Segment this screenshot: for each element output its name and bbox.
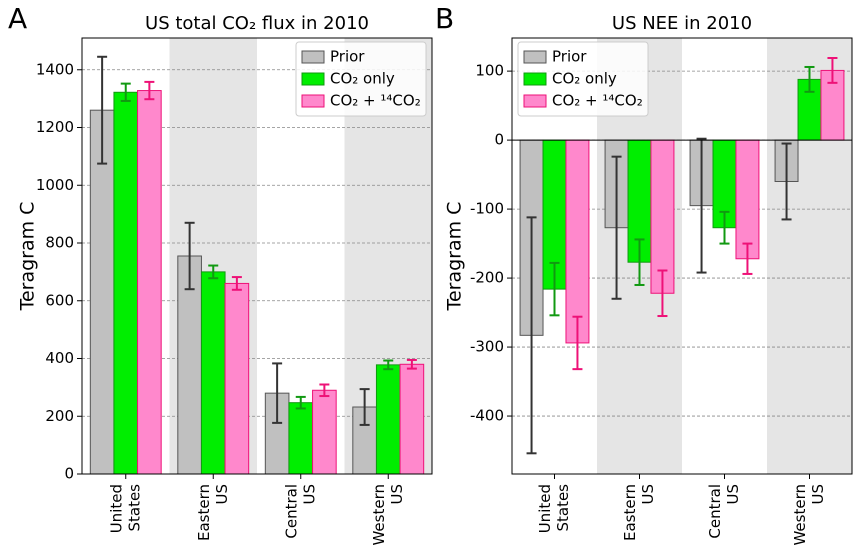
chart-title: US NEE in 2010 xyxy=(612,13,752,34)
error-bar xyxy=(549,261,560,317)
legend-label: CO₂ + ¹⁴CO₂ xyxy=(330,92,421,110)
y-tick-label: 1200 xyxy=(36,118,74,136)
chart-title: US total CO₂ flux in 2010 xyxy=(145,13,369,34)
x-tick-label: Western xyxy=(791,484,809,546)
error-bar xyxy=(526,216,537,455)
legend-box xyxy=(517,41,649,117)
y-tick-label: -300 xyxy=(470,338,504,356)
x-tick-label: States xyxy=(554,484,572,532)
y-tick-label: 0 xyxy=(64,465,74,483)
y-tick-label: 1400 xyxy=(36,60,74,78)
legend-swatch xyxy=(301,50,325,64)
x-tick-label: Eastern xyxy=(621,484,639,541)
legend-swatch xyxy=(523,72,547,86)
bar xyxy=(399,363,425,475)
x-tick-label: Central xyxy=(706,484,724,539)
x-tick-label: US xyxy=(639,484,657,505)
x-tick-label: US xyxy=(809,484,827,505)
bar xyxy=(565,139,590,344)
error-bar xyxy=(804,65,815,93)
y-tick-label: -200 xyxy=(470,269,504,287)
error-bar xyxy=(827,57,838,84)
axes-frame xyxy=(81,37,433,475)
panel-label: A xyxy=(8,2,27,35)
legend-swatch xyxy=(301,72,325,86)
x-tick-label: Eastern xyxy=(195,484,213,541)
error-bar xyxy=(184,221,195,291)
error-bar xyxy=(231,276,242,291)
x-tick-label: United xyxy=(536,484,554,533)
error-bar xyxy=(208,264,219,280)
error-bar xyxy=(144,80,155,101)
x-tick-label: US xyxy=(213,484,231,505)
legend-label: CO₂ only xyxy=(552,70,617,88)
error-bar xyxy=(359,388,370,426)
x-tick-label: United xyxy=(107,484,125,533)
error-bar xyxy=(319,383,330,398)
legend-swatch xyxy=(523,50,547,64)
bar xyxy=(375,364,401,475)
x-tick-label: Central xyxy=(282,484,300,539)
y-tick-label: 0 xyxy=(494,131,504,149)
error-bar xyxy=(272,362,283,424)
legend-label: CO₂ + ¹⁴CO₂ xyxy=(552,92,643,110)
error-bar xyxy=(572,315,583,371)
x-tick-label: Western xyxy=(370,484,388,546)
x-tick-label: States xyxy=(125,484,143,532)
error-bar xyxy=(611,155,622,300)
bar xyxy=(288,402,314,475)
legend-label: Prior xyxy=(552,48,587,66)
y-tick-label: 1000 xyxy=(36,176,74,194)
error-bar xyxy=(781,142,792,221)
x-tick-label: US xyxy=(300,484,318,505)
legend-swatch xyxy=(301,94,325,108)
panel-label: B xyxy=(435,2,454,35)
y-tick-label: -100 xyxy=(470,200,504,218)
y-tick-label: 600 xyxy=(45,291,74,309)
bar xyxy=(89,109,115,475)
y-tick-label: -400 xyxy=(470,407,504,425)
y-axis-label: Teragram C xyxy=(17,202,39,312)
bar xyxy=(137,90,162,475)
legend-label: CO₂ only xyxy=(330,70,395,88)
y-tick-label: 400 xyxy=(45,349,74,367)
axes-frame xyxy=(511,37,853,475)
error-bar xyxy=(742,242,753,275)
legend-box xyxy=(295,41,427,117)
y-axis-label: Teragram C xyxy=(444,202,466,312)
bar xyxy=(113,91,139,475)
bar xyxy=(312,389,337,475)
bar xyxy=(224,282,250,475)
y-tick-label: 100 xyxy=(475,62,504,80)
error-bar xyxy=(120,82,131,102)
error-bar xyxy=(634,238,645,286)
legend-swatch xyxy=(523,94,547,108)
error-bar xyxy=(295,395,306,410)
error-bar xyxy=(383,359,394,371)
y-tick-label: 200 xyxy=(45,407,74,425)
x-tick-label: US xyxy=(388,484,406,505)
error-bar xyxy=(696,137,707,274)
error-bar xyxy=(406,358,417,370)
error-bar xyxy=(657,269,668,318)
error-bar xyxy=(97,55,108,165)
x-tick-label: US xyxy=(724,484,742,505)
error-bar xyxy=(719,210,730,245)
bar xyxy=(735,139,760,260)
bar xyxy=(200,271,226,475)
y-tick-label: 800 xyxy=(45,234,74,252)
legend-label: Prior xyxy=(330,48,365,66)
